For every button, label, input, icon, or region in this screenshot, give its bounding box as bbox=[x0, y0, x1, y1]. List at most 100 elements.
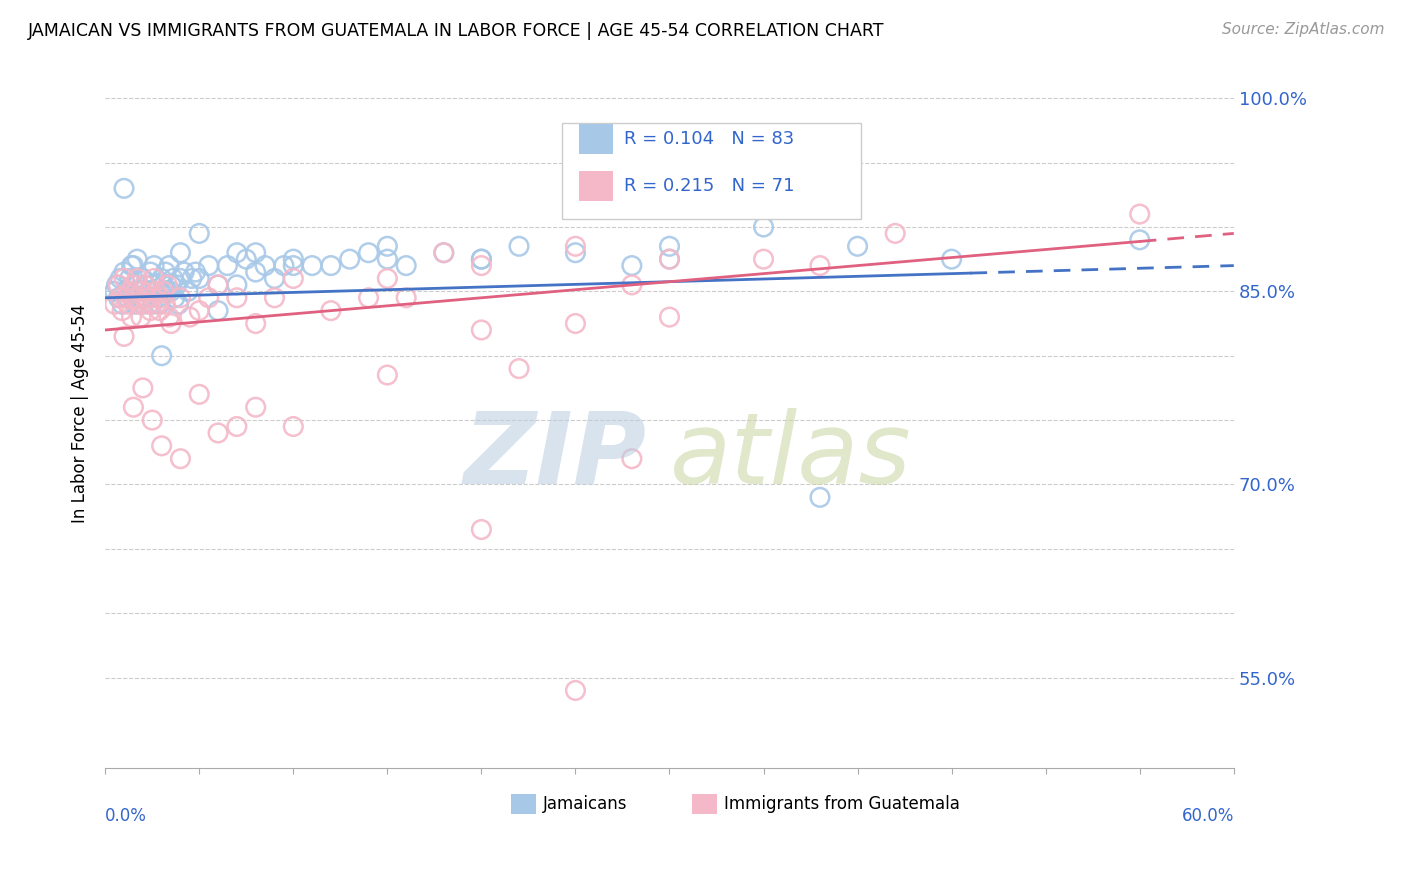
Point bbox=[132, 285, 155, 299]
Point bbox=[118, 271, 141, 285]
Point bbox=[283, 259, 305, 273]
Point bbox=[470, 323, 492, 337]
Point bbox=[245, 401, 267, 415]
Point bbox=[155, 265, 177, 279]
Point bbox=[283, 419, 305, 434]
Point bbox=[107, 291, 129, 305]
Text: Immigrants from Guatemala: Immigrants from Guatemala bbox=[724, 795, 959, 813]
Point bbox=[180, 271, 202, 285]
Point bbox=[283, 271, 305, 285]
Point bbox=[377, 271, 399, 285]
Point bbox=[115, 285, 138, 299]
Point bbox=[941, 252, 963, 267]
Point bbox=[134, 277, 156, 292]
Bar bbox=[579, 124, 613, 153]
Point bbox=[263, 271, 285, 285]
Point bbox=[620, 259, 643, 273]
Point bbox=[132, 297, 155, 311]
Point bbox=[112, 181, 135, 195]
Point bbox=[107, 277, 129, 292]
Point bbox=[111, 303, 134, 318]
Point bbox=[433, 245, 456, 260]
Point bbox=[339, 252, 361, 267]
Text: JAMAICAN VS IMMIGRANTS FROM GUATEMALA IN LABOR FORCE | AGE 45-54 CORRELATION CHA: JAMAICAN VS IMMIGRANTS FROM GUATEMALA IN… bbox=[28, 22, 884, 40]
Point bbox=[808, 259, 831, 273]
Point bbox=[128, 285, 150, 299]
Point bbox=[470, 523, 492, 537]
Point bbox=[658, 252, 681, 267]
Point bbox=[141, 291, 163, 305]
Point bbox=[162, 271, 184, 285]
Point bbox=[135, 291, 157, 305]
Point bbox=[128, 297, 150, 311]
Point bbox=[197, 291, 219, 305]
Point bbox=[138, 285, 160, 299]
Point bbox=[319, 303, 342, 318]
Point bbox=[104, 297, 127, 311]
Point bbox=[245, 265, 267, 279]
Point bbox=[884, 227, 907, 241]
Point bbox=[157, 310, 180, 324]
Point bbox=[188, 303, 211, 318]
Point bbox=[124, 297, 146, 311]
Point bbox=[150, 291, 173, 305]
Point bbox=[235, 252, 257, 267]
Point bbox=[564, 245, 586, 260]
Point bbox=[188, 387, 211, 401]
Text: Jamaicans: Jamaicans bbox=[543, 795, 627, 813]
Point bbox=[132, 381, 155, 395]
Point bbox=[127, 271, 149, 285]
Point bbox=[179, 310, 201, 324]
Point bbox=[564, 683, 586, 698]
Point bbox=[121, 310, 143, 324]
Point bbox=[149, 303, 172, 318]
Point bbox=[357, 245, 380, 260]
Text: 60.0%: 60.0% bbox=[1181, 806, 1234, 824]
Point bbox=[122, 259, 145, 273]
Point bbox=[115, 291, 138, 305]
Text: R = 0.215   N = 71: R = 0.215 N = 71 bbox=[624, 178, 794, 195]
Point bbox=[508, 239, 530, 253]
Point bbox=[564, 317, 586, 331]
Point bbox=[188, 271, 211, 285]
Point bbox=[283, 252, 305, 267]
Point bbox=[146, 297, 169, 311]
Point bbox=[112, 329, 135, 343]
Point bbox=[470, 252, 492, 267]
Point bbox=[357, 291, 380, 305]
Point bbox=[225, 245, 247, 260]
Point bbox=[129, 291, 152, 305]
Point bbox=[138, 297, 160, 311]
Point bbox=[134, 277, 156, 292]
Point bbox=[846, 239, 869, 253]
Y-axis label: In Labor Force | Age 45-54: In Labor Force | Age 45-54 bbox=[72, 304, 89, 523]
Point bbox=[377, 368, 399, 382]
Point bbox=[752, 219, 775, 234]
Point bbox=[127, 252, 149, 267]
Point bbox=[167, 297, 190, 311]
Point bbox=[470, 252, 492, 267]
Point bbox=[141, 297, 163, 311]
Point bbox=[564, 239, 586, 253]
Point bbox=[245, 317, 267, 331]
Point bbox=[263, 291, 285, 305]
Point bbox=[121, 259, 143, 273]
Point bbox=[146, 291, 169, 305]
Point bbox=[1129, 233, 1152, 247]
Point bbox=[273, 259, 295, 273]
Point bbox=[135, 291, 157, 305]
Point bbox=[150, 349, 173, 363]
Point bbox=[139, 265, 162, 279]
Point bbox=[225, 277, 247, 292]
Point bbox=[118, 285, 141, 299]
Point bbox=[122, 401, 145, 415]
Point bbox=[141, 413, 163, 427]
Point bbox=[145, 285, 167, 299]
Point bbox=[152, 285, 174, 299]
Point bbox=[117, 291, 139, 305]
Point bbox=[207, 425, 229, 440]
Point bbox=[155, 297, 177, 311]
Point bbox=[177, 285, 200, 299]
Point bbox=[808, 491, 831, 505]
Point bbox=[157, 259, 180, 273]
